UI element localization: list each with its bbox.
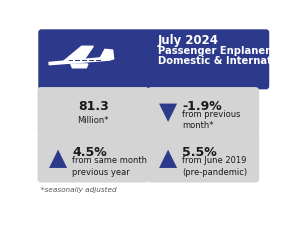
FancyBboxPatch shape	[38, 29, 269, 89]
FancyBboxPatch shape	[38, 87, 149, 136]
Polygon shape	[100, 49, 113, 59]
Text: 81.3: 81.3	[78, 100, 109, 113]
Text: July 2024: July 2024	[158, 34, 219, 47]
Text: -1.9%: -1.9%	[182, 100, 222, 113]
Text: Million*: Million*	[78, 115, 109, 124]
Text: ▲: ▲	[159, 146, 178, 170]
Polygon shape	[49, 57, 114, 65]
Text: 5.5%: 5.5%	[182, 146, 217, 159]
Text: from June 2019
(pre-pandemic): from June 2019 (pre-pandemic)	[182, 156, 248, 177]
Polygon shape	[63, 46, 93, 62]
Text: ▼: ▼	[159, 100, 178, 124]
Text: 4.5%: 4.5%	[72, 146, 107, 159]
Text: ▲: ▲	[50, 146, 68, 170]
Text: Passenger Enplanements,: Passenger Enplanements,	[158, 46, 300, 56]
Text: from previous
month*: from previous month*	[182, 110, 241, 130]
FancyBboxPatch shape	[148, 87, 259, 136]
Polygon shape	[71, 64, 88, 68]
Text: *seasonally adjusted: *seasonally adjusted	[41, 187, 117, 193]
FancyBboxPatch shape	[148, 133, 259, 182]
Text: Domestic & International: Domestic & International	[158, 56, 299, 66]
Text: from same month
previous year: from same month previous year	[72, 156, 147, 177]
FancyBboxPatch shape	[38, 133, 149, 182]
